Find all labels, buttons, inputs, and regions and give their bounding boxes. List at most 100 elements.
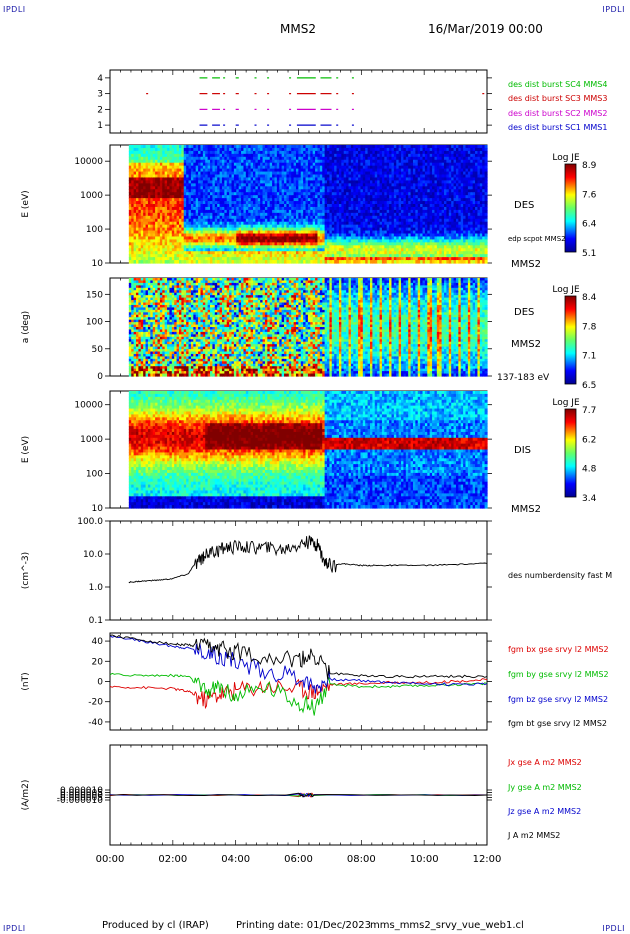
spectrogram-cell bbox=[370, 159, 373, 164]
spectrogram-cell bbox=[293, 242, 297, 246]
spectrogram-cell bbox=[341, 189, 345, 193]
spectrogram-cell bbox=[140, 153, 144, 158]
spectrogram-cell bbox=[329, 174, 333, 179]
spectrogram-cell bbox=[274, 147, 278, 152]
spectrogram-cell bbox=[260, 168, 264, 173]
spectrogram-cell bbox=[317, 230, 321, 235]
spectrogram-cell bbox=[319, 147, 323, 152]
spectrogram-cell bbox=[198, 186, 202, 190]
spectrogram-cell bbox=[315, 168, 319, 173]
spectrogram-cell bbox=[279, 215, 283, 220]
spectrogram-cell bbox=[253, 150, 256, 155]
spectrogram-cell bbox=[362, 153, 366, 158]
spectrogram-cell bbox=[167, 147, 171, 152]
spectrogram-cell bbox=[269, 257, 273, 261]
spectrogram-cell bbox=[152, 174, 156, 179]
spectrogram-cell bbox=[236, 174, 240, 179]
spectrogram-cell bbox=[331, 195, 335, 199]
spectrogram-cell bbox=[140, 177, 144, 181]
spectrogram-cell bbox=[169, 183, 173, 187]
spectrogram-cell bbox=[221, 198, 225, 202]
spectrogram-cell bbox=[157, 183, 161, 187]
spectrogram-cell bbox=[145, 180, 149, 184]
spectrogram-cell bbox=[164, 147, 168, 152]
spectrogram-cell bbox=[248, 168, 252, 173]
spectrogram-cell bbox=[253, 206, 256, 211]
spectrogram-cell bbox=[174, 204, 178, 208]
spectrogram-cell bbox=[379, 230, 383, 235]
spectrogram-cell bbox=[176, 192, 180, 196]
spectrogram-cell bbox=[140, 156, 144, 161]
spectrogram-cell bbox=[250, 198, 254, 202]
spectrogram-cell bbox=[159, 168, 163, 173]
spectrogram-cell bbox=[267, 233, 271, 238]
corner-label-top-left: IPDLI bbox=[3, 5, 26, 14]
spectrogram-cell bbox=[267, 186, 271, 190]
spectrogram-cell bbox=[307, 147, 311, 152]
spectrogram-cell bbox=[133, 192, 137, 196]
spectrogram-cell bbox=[162, 195, 166, 199]
spectrogram-cell bbox=[128, 183, 132, 187]
spectrogram-cell bbox=[284, 201, 288, 205]
spectrogram-cell bbox=[303, 156, 307, 161]
spectrogram-cell bbox=[224, 233, 228, 238]
spectrogram-cell bbox=[164, 174, 168, 179]
spectrogram-cell bbox=[386, 248, 390, 252]
spectrogram-cell bbox=[300, 245, 304, 249]
spectrogram-cell bbox=[159, 198, 163, 202]
spectrogram-cell bbox=[207, 254, 211, 258]
spectrogram-cell bbox=[355, 174, 359, 179]
spectrogram-cell bbox=[236, 257, 240, 261]
spectrogram-cell bbox=[152, 204, 156, 208]
spectrogram-cell bbox=[377, 177, 381, 181]
spectrogram-cell bbox=[315, 147, 319, 152]
spectrogram-cell bbox=[379, 195, 383, 199]
spectrogram-cell bbox=[169, 248, 173, 252]
spectrogram-cell bbox=[150, 215, 154, 220]
spectrogram-cell bbox=[245, 245, 249, 249]
spectrogram-cell bbox=[293, 162, 297, 167]
spectrogram-cell bbox=[238, 233, 242, 238]
spectrogram-cell bbox=[233, 147, 237, 152]
spectrogram-cell bbox=[343, 180, 347, 184]
spectrogram-cell bbox=[331, 165, 335, 170]
spectrogram-cell bbox=[219, 150, 223, 155]
spectrogram-cell bbox=[128, 156, 132, 161]
spectrogram-cell bbox=[186, 224, 190, 229]
spectrogram-cell bbox=[176, 171, 180, 176]
spectrogram-cell bbox=[133, 174, 137, 179]
spectrogram-cell bbox=[291, 236, 295, 240]
spectrogram-cell bbox=[241, 233, 245, 238]
spectrogram-cell bbox=[221, 174, 225, 179]
spectrogram-cell bbox=[155, 236, 159, 240]
spectrogram-cell bbox=[338, 159, 342, 164]
spectrogram-cell bbox=[233, 221, 237, 226]
spectrogram-cell bbox=[167, 204, 171, 208]
spectrogram-cell bbox=[169, 204, 173, 208]
spectrogram-cell bbox=[358, 186, 362, 190]
spectrogram-cell bbox=[138, 260, 142, 264]
spectrogram-cell bbox=[152, 227, 156, 232]
spectrogram-cell bbox=[238, 236, 242, 240]
spectrogram-cell bbox=[181, 180, 185, 184]
spectrogram-cell bbox=[284, 224, 288, 229]
spectrogram-cell bbox=[212, 245, 216, 249]
spectrogram-cell bbox=[365, 227, 369, 232]
spectrogram-cell bbox=[365, 230, 369, 235]
spectrogram-cell bbox=[190, 180, 194, 184]
spectrogram-cell bbox=[140, 186, 144, 190]
spectrogram-cell bbox=[147, 236, 151, 240]
spectrogram-cell bbox=[331, 177, 335, 181]
spectrogram-cell bbox=[257, 248, 261, 252]
spectrogram-cell bbox=[171, 168, 175, 173]
spectrogram-cell bbox=[327, 212, 331, 217]
spectrogram-cell bbox=[324, 192, 328, 196]
spectrogram-cell bbox=[219, 198, 223, 202]
spectrogram-cell bbox=[322, 218, 326, 223]
spectrogram-cell bbox=[202, 204, 206, 208]
spectrogram-cell bbox=[288, 171, 292, 176]
spectrogram-cell bbox=[174, 168, 178, 173]
spectrogram-cell bbox=[131, 251, 135, 255]
spectrogram-cell bbox=[176, 218, 180, 223]
spectrogram-cell bbox=[298, 230, 302, 235]
